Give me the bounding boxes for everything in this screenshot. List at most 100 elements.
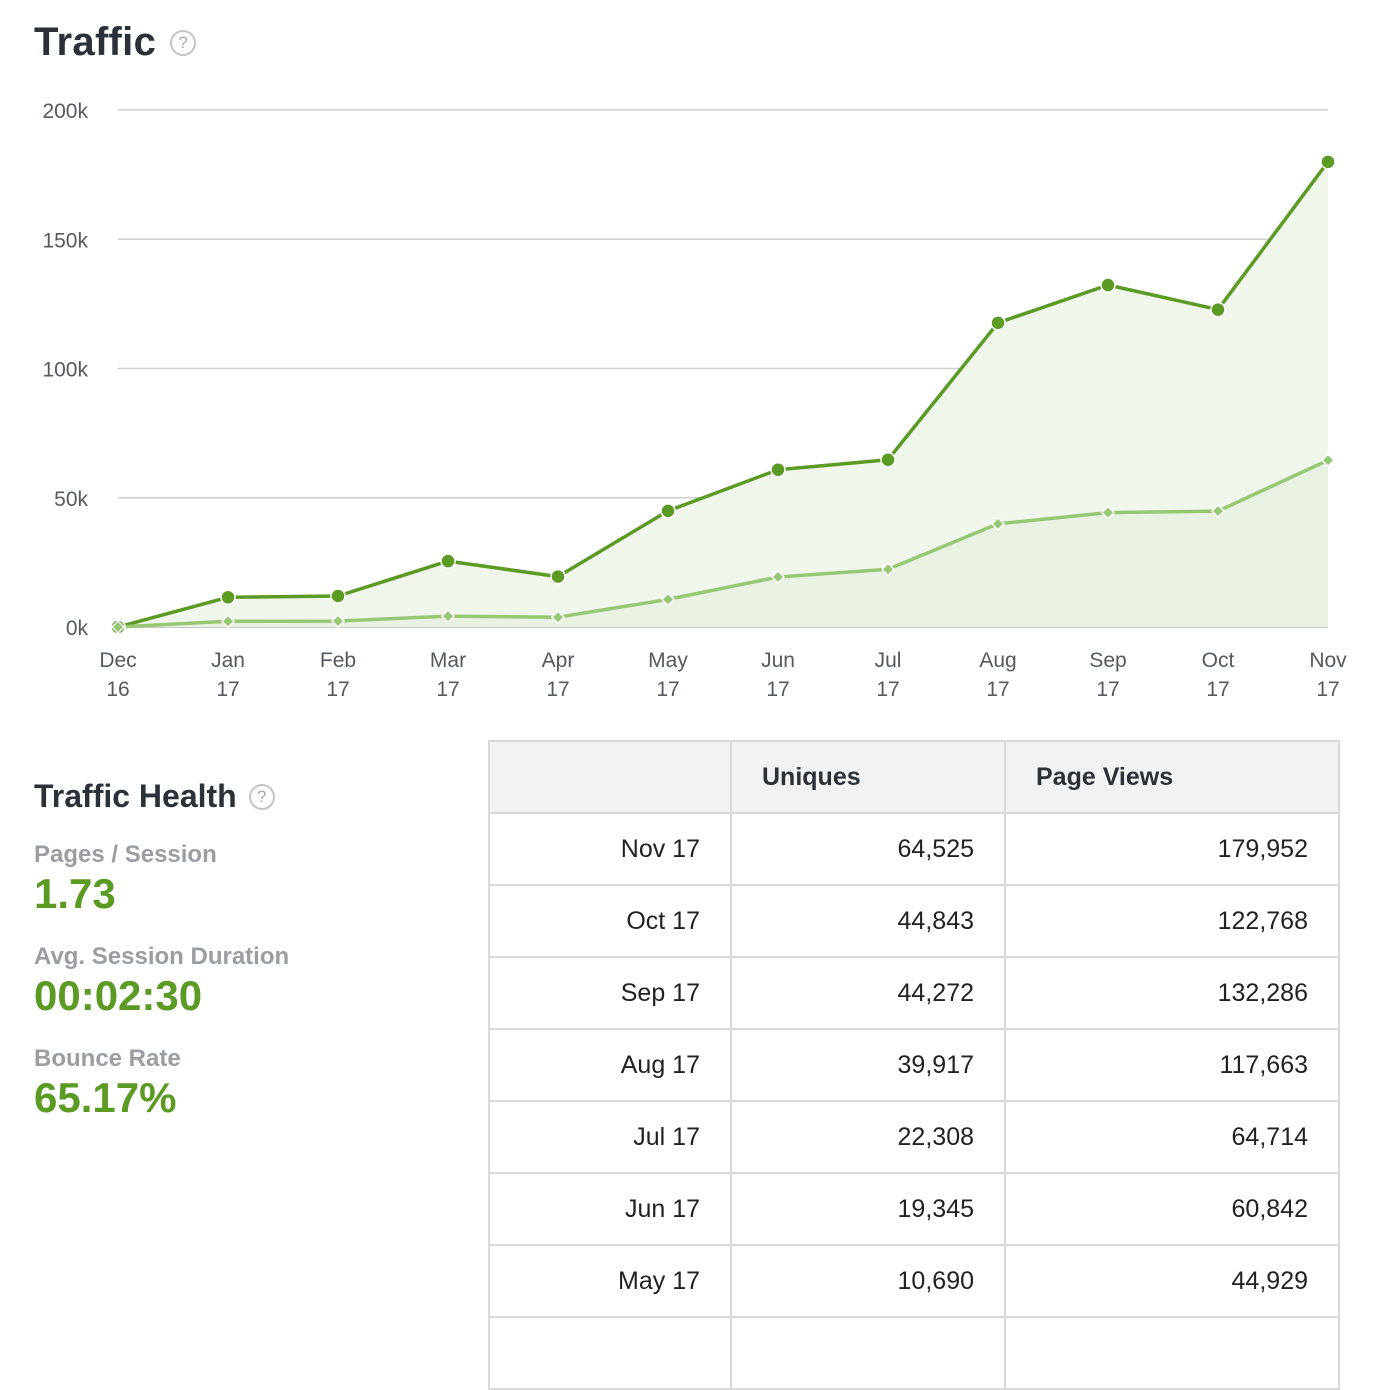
x-tick-label: May [648,649,688,672]
x-tick-label: 17 [326,678,349,701]
data-point [110,619,126,635]
uniques-cell: 44,843 [730,884,1006,958]
data-point [440,609,456,624]
traffic-health-header: Traffic Health ? [34,778,454,815]
page-views-cell: 44,929 [1004,1244,1340,1318]
uniques-cell: 44,272 [730,956,1006,1030]
page-title: Traffic [34,20,157,64]
month-cell: Nov 17 [488,812,732,886]
page-views-cell: 60,842 [1004,1172,1340,1246]
y-tick-label: 150k [42,229,88,252]
x-tick-label: 17 [656,678,679,701]
x-tick-label: Dec [99,649,136,672]
table-row: Jul 17 22,308 64,714 [488,1100,1340,1174]
uniques-cell [730,1316,1006,1390]
x-tick-label: Apr [542,649,575,672]
data-point [220,614,236,629]
table-header-row: Uniques Page Views [488,740,1340,814]
x-tick-label: Jan [211,649,245,672]
x-tick-label: 17 [986,678,1009,701]
data-point [880,562,896,577]
month-cell: Jul 17 [488,1100,732,1174]
metric-label: Avg. Session Duration [34,943,290,970]
page-views-cell [1004,1316,1340,1390]
data-point [330,613,346,629]
data-point [880,451,896,468]
series-area [118,460,1328,627]
page-views-cell: 122,768 [1004,884,1340,958]
month-cell [488,1316,732,1390]
data-point [1100,505,1116,520]
x-tick-label: 17 [1096,678,1119,701]
chart-areas [118,161,1328,628]
table-row: Jun 17 19,345 60,842 [488,1172,1340,1246]
metric-bounce-rate: Bounce Rate 65.17% [34,1045,454,1121]
x-tick-label: 17 [216,678,239,701]
page-views-cell: 64,714 [1004,1100,1340,1174]
x-tick-label: Sep [1089,649,1126,672]
table-row: May 17 10,690 44,929 [488,1244,1340,1318]
traffic-header: Traffic ? [34,20,197,65]
data-point [1320,154,1336,170]
y-axis-tick-labels: 0k 50k 100k 150k 200k [42,100,88,640]
x-tick-label: Jun [761,649,795,672]
data-point [220,589,236,606]
x-axis-tick-labels: Dec 16 Jan 17 Feb 17 Mar 17 Apr 17 May 17 Jun 17 Jul 17… [99,649,1347,701]
data-point [770,569,786,585]
x-tick-label: 16 [106,678,129,701]
table-row: Oct 17 44,843 122,768 [488,884,1340,958]
table-row: Aug 17 39,917 117,663 [488,1028,1340,1102]
data-point [770,461,786,478]
page-views-cell: 179,952 [1004,812,1340,886]
x-tick-label: Feb [320,649,356,672]
x-tick-label: 17 [1206,678,1229,701]
series-line [117,160,1330,629]
data-point [550,610,566,625]
data-point [990,516,1006,531]
uniques-cell: 39,917 [730,1028,1006,1102]
help-icon[interactable]: ? [248,783,275,810]
month-cell: Sep 17 [488,956,732,1030]
data-point [1210,504,1226,519]
metric-avg-session-duration: Avg. Session Duration 00:02:30 [34,943,454,1019]
x-tick-label: 17 [1316,678,1339,701]
x-tick-label: 17 [876,678,899,701]
metric-value: 00:02:30 [34,972,203,1019]
x-tick-label: Mar [430,649,466,672]
series-line [117,458,1329,629]
y-tick-label: 0k [66,617,89,640]
y-tick-label: 200k [42,100,88,123]
uniques-cell: 64,525 [730,812,1006,886]
data-point [1210,301,1226,318]
traffic-health-panel: Traffic Health ? Pages / Session 1.73 Av… [34,778,454,1121]
month-cell: Aug 17 [488,1028,732,1102]
uniques-cell: 10,690 [730,1244,1006,1318]
data-point [440,553,456,569]
metric-label: Pages / Session [34,841,217,868]
table-row: Nov 17 64,525 179,952 [488,812,1340,886]
data-point [1100,277,1116,293]
month-cell: May 17 [488,1244,732,1318]
month-cell: Jun 17 [488,1172,732,1246]
x-tick-label: Jul [875,649,902,672]
chart-markers [110,154,1336,635]
help-icon[interactable]: ? [170,29,197,56]
page-views-cell: 117,663 [1004,1028,1340,1102]
table-row [488,1316,1340,1390]
metric-value: 65.17% [34,1074,177,1121]
x-tick-label: 17 [766,678,789,701]
traffic-chart: 0k 50k 100k 150k 200k Dec 16 Jan 17 Feb 17 Mar 17 Ap… [42,100,1347,701]
traffic-table: Uniques Page Views Nov 17 64,525 179,952… [488,740,1340,1390]
column-header-month [488,740,732,814]
data-point [990,315,1006,331]
data-point [660,503,676,519]
metric-label: Bounce Rate [34,1045,181,1072]
x-tick-label: Nov [1309,649,1347,672]
chart-lines [117,160,1330,629]
data-point [550,568,566,585]
month-cell: Oct 17 [488,884,732,958]
table-row: Sep 17 44,272 132,286 [488,956,1340,1030]
x-tick-label: 17 [546,678,569,701]
metric-value: 1.73 [34,870,116,917]
traffic-health-title: Traffic Health [34,778,237,814]
